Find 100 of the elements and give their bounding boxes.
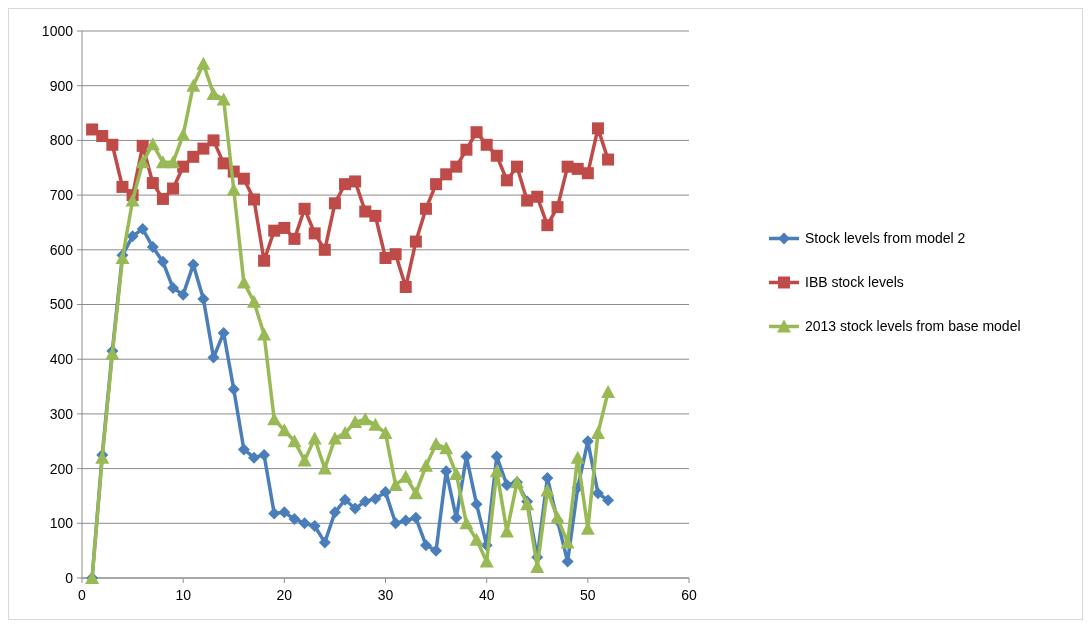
point xyxy=(470,126,483,139)
point xyxy=(166,155,181,169)
point xyxy=(136,223,149,236)
point xyxy=(207,134,220,147)
point xyxy=(287,434,302,448)
point xyxy=(177,160,190,173)
y-tick-label: 200 xyxy=(49,460,74,477)
point xyxy=(541,219,554,232)
point xyxy=(216,92,231,106)
point xyxy=(236,275,251,289)
point xyxy=(408,486,423,500)
point xyxy=(368,417,383,431)
x-tick-label: 50 xyxy=(580,587,596,603)
point xyxy=(197,142,210,155)
x-tick-label: 60 xyxy=(681,587,697,603)
point xyxy=(339,493,352,506)
point xyxy=(440,168,453,181)
point xyxy=(186,78,201,92)
point xyxy=(460,143,473,156)
point xyxy=(419,539,432,552)
point xyxy=(277,423,292,437)
point xyxy=(359,495,372,508)
point xyxy=(369,209,382,222)
point xyxy=(267,412,282,426)
y-tick-label: 800 xyxy=(49,132,74,149)
point xyxy=(167,282,180,295)
point xyxy=(226,182,241,196)
point xyxy=(258,254,271,267)
point xyxy=(318,536,331,549)
point xyxy=(187,150,200,163)
y-tick-label: 300 xyxy=(49,405,74,422)
point xyxy=(551,201,564,214)
point xyxy=(540,483,555,497)
point xyxy=(429,436,444,450)
point xyxy=(399,281,412,293)
point xyxy=(399,514,412,527)
point xyxy=(378,426,393,440)
point xyxy=(288,512,301,525)
point xyxy=(155,155,170,169)
point xyxy=(450,160,463,173)
point xyxy=(430,178,443,191)
point xyxy=(257,327,272,341)
point xyxy=(106,138,119,151)
legend-label: Stock levels from model 2 xyxy=(805,230,966,247)
point xyxy=(531,190,544,203)
point xyxy=(308,520,321,533)
point xyxy=(602,494,615,507)
x-tick-label: 0 xyxy=(78,587,87,603)
point xyxy=(227,383,240,396)
x-tick-label: 20 xyxy=(276,587,293,603)
point xyxy=(135,155,150,169)
point xyxy=(307,431,322,445)
point xyxy=(338,426,353,440)
point xyxy=(318,243,331,256)
point xyxy=(358,412,373,426)
point xyxy=(389,517,402,530)
point xyxy=(288,232,301,245)
point xyxy=(469,532,484,546)
legend-label: IBB stock levels xyxy=(805,274,904,291)
legend-label: 2013 stock levels from base model xyxy=(805,318,1021,335)
point xyxy=(388,478,403,492)
x-tick-label: 10 xyxy=(175,587,192,603)
point xyxy=(125,193,140,207)
point xyxy=(459,516,474,530)
point xyxy=(327,431,342,445)
point xyxy=(601,385,616,399)
point xyxy=(258,448,271,461)
point xyxy=(389,248,402,261)
point xyxy=(349,502,362,515)
point xyxy=(136,139,149,152)
point xyxy=(418,458,433,472)
x-tick-label: 30 xyxy=(377,587,394,603)
x-tick-label: 40 xyxy=(478,587,495,603)
point xyxy=(297,453,312,467)
point xyxy=(237,443,250,456)
point xyxy=(246,294,261,308)
y-tick-label: 500 xyxy=(49,296,74,313)
point xyxy=(489,464,504,478)
point xyxy=(379,486,392,499)
point xyxy=(409,235,422,248)
point xyxy=(398,469,413,483)
y-tick-label: 0 xyxy=(65,569,74,586)
point xyxy=(278,506,291,519)
point xyxy=(439,441,454,455)
point xyxy=(480,138,493,151)
point xyxy=(550,510,565,524)
point xyxy=(126,230,139,243)
y-tick-label: 900 xyxy=(49,77,74,94)
point xyxy=(156,192,169,205)
point xyxy=(470,498,483,511)
point xyxy=(570,450,585,464)
point xyxy=(349,175,362,188)
point xyxy=(328,506,341,519)
point xyxy=(317,461,332,475)
point xyxy=(247,193,260,206)
point xyxy=(602,153,615,166)
point xyxy=(308,227,321,240)
point xyxy=(298,202,311,215)
point xyxy=(581,167,594,180)
point xyxy=(449,467,464,481)
